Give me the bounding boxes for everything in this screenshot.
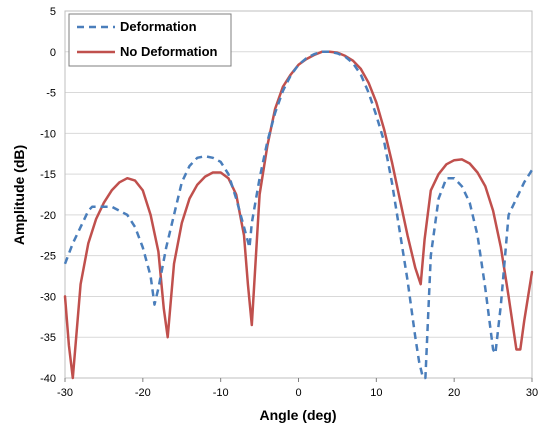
x-axis-ticks: -30 -20 -10 0 10 20 30 [57,378,538,399]
y-tick-label: 0 [50,47,56,59]
x-tick-label: 0 [295,387,301,399]
x-tick-label: -10 [213,387,229,399]
y-tick-label: -20 [40,210,56,222]
legend-box [68,13,232,67]
legend-label-deformation: Deformation [120,19,197,34]
y-tick-label: -5 [46,88,56,100]
x-tick-label: 10 [370,387,382,399]
series-line-deformation [63,50,534,380]
legend-label-no-deformation: No Deformation [120,44,218,59]
y-tick-label: -10 [40,128,56,140]
x-axis-title: Angle (deg) [260,407,337,423]
x-tick-label: -20 [135,387,151,399]
y-tick-label: -35 [40,332,56,344]
legend: Deformation No Deformation [68,13,232,67]
x-tick-label: 20 [448,387,460,399]
x-tick-label: -30 [57,387,73,399]
y-tick-label: -15 [40,169,56,181]
y-axis-ticks: 5 0 -5 -10 -15 -20 -25 -30 -35 -40 [40,6,56,385]
y-tick-label: 5 [50,6,56,18]
y-axis-title: Amplitude (dB) [11,145,27,245]
y-tick-label: -40 [40,373,56,385]
series-layer [63,50,534,380]
y-tick-label: -30 [40,291,56,303]
x-tick-label: 30 [526,387,538,399]
y-tick-label: -25 [40,251,56,263]
